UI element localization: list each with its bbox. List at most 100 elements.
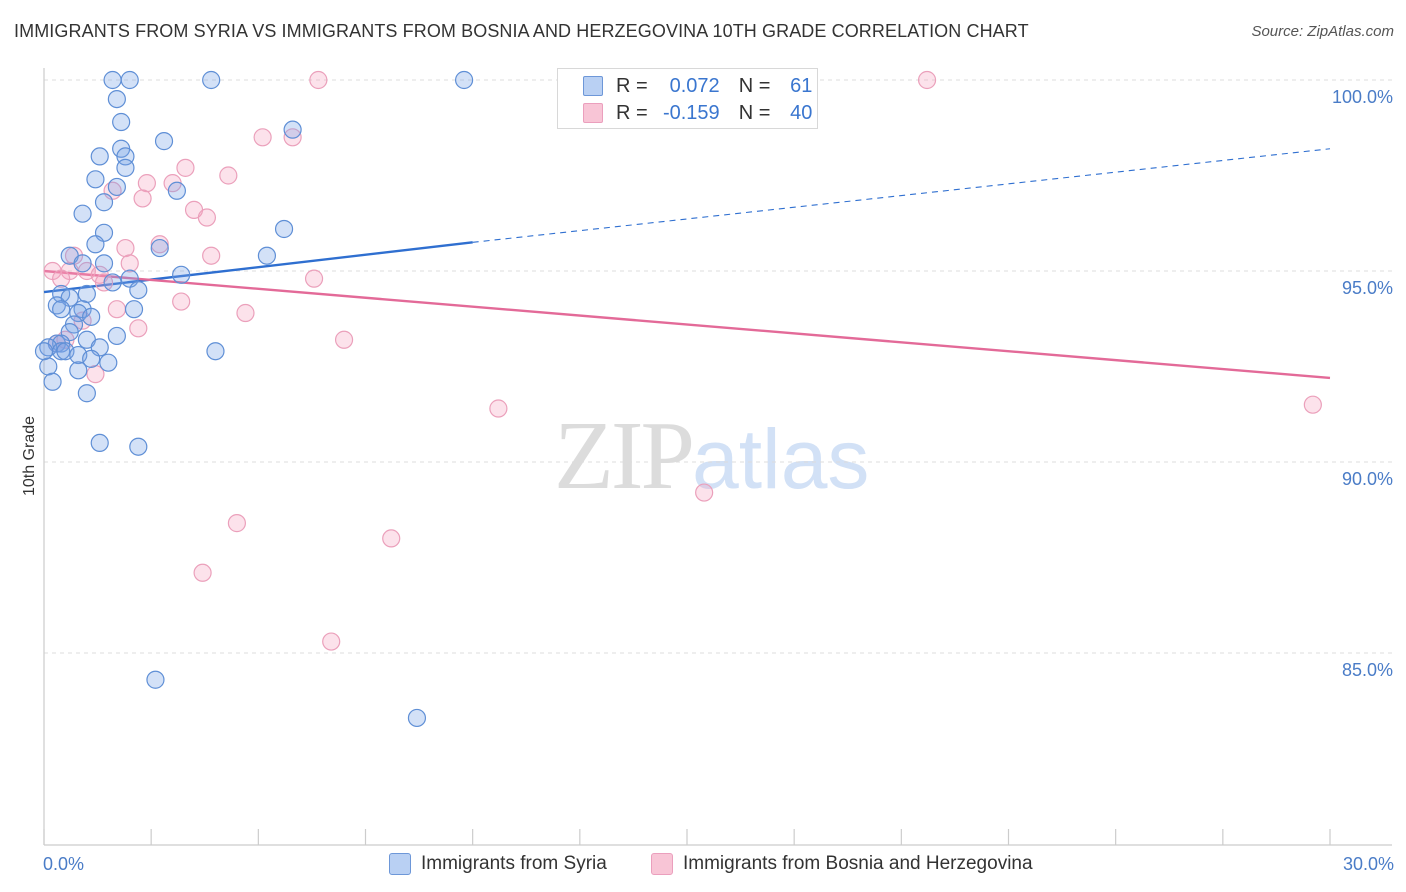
data-point-bosnia[interactable] <box>917 70 937 90</box>
data-point-syria[interactable] <box>129 437 148 456</box>
data-point-bosnia[interactable] <box>107 300 126 319</box>
y-tick-label: 95.0% <box>1342 278 1393 298</box>
data-point-syria[interactable] <box>120 70 139 90</box>
data-point-syria[interactable] <box>112 112 131 132</box>
legend-row-syria: R = 0.072 N = 61 <box>558 73 812 99</box>
data-point-bosnia[interactable] <box>137 174 156 193</box>
trend-lines <box>43 148 1331 380</box>
data-point-syria[interactable] <box>82 307 101 326</box>
legend-bosnia-n-value: 40 <box>790 101 813 124</box>
x-tick-label-max: 30.0% <box>1343 854 1394 874</box>
data-point-bosnia[interactable] <box>236 303 255 323</box>
data-point-syria[interactable] <box>90 147 109 166</box>
legend-syria-n-value: 61 <box>790 74 813 97</box>
data-point-bosnia[interactable] <box>193 563 212 582</box>
data-point-syria[interactable] <box>43 372 62 391</box>
data-point-syria[interactable] <box>116 158 135 177</box>
data-point-syria[interactable] <box>94 254 114 273</box>
data-point-syria[interactable] <box>103 70 122 90</box>
data-point-bosnia[interactable] <box>309 70 328 90</box>
correlation-legend: R = 0.072 N = 61 R = -0.159 N = 40 <box>557 68 818 129</box>
data-point-syria[interactable] <box>154 132 174 151</box>
data-point-bosnia[interactable] <box>1303 395 1322 414</box>
trend-line-syria <box>43 241 473 294</box>
x-axis-ticks <box>43 829 1331 845</box>
data-point-bosnia[interactable] <box>227 514 246 533</box>
data-point-syria[interactable] <box>167 181 186 200</box>
x-tick-label-min: 0.0% <box>43 854 84 874</box>
y-axis-tick-labels: 85.0% 90.0% 95.0% 100.0% <box>1332 87 1393 680</box>
trend-line-bosnia <box>43 269 1331 380</box>
data-point-syria[interactable] <box>206 342 225 361</box>
data-point-syria[interactable] <box>77 284 96 304</box>
series-legend-bosnia: Immigrants from Bosnia and Herzegovina <box>651 851 1033 877</box>
data-point-bosnia[interactable] <box>150 235 169 254</box>
data-point-bosnia[interactable] <box>120 254 139 273</box>
data-point-syria[interactable] <box>283 120 302 139</box>
series-legend-bosnia-label: Immigrants from Bosnia and Herzegovina <box>683 853 1033 874</box>
data-point-syria[interactable] <box>82 349 101 368</box>
data-point-bosnia[interactable] <box>202 246 221 265</box>
data-point-bosnia[interactable] <box>253 128 272 147</box>
data-point-syria[interactable] <box>146 670 165 689</box>
data-point-syria[interactable] <box>107 326 126 346</box>
data-point-bosnia[interactable] <box>283 128 302 147</box>
y-axis-title: 10th Grade <box>21 416 38 496</box>
data-point-bosnia[interactable] <box>197 208 216 227</box>
data-point-bosnia[interactable] <box>172 292 191 311</box>
data-point-syria[interactable] <box>202 70 221 90</box>
data-point-syria[interactable] <box>99 353 118 372</box>
legend-n-label: N = <box>738 101 771 124</box>
data-point-bosnia[interactable] <box>334 330 354 349</box>
data-point-syria[interactable] <box>52 300 71 319</box>
data-point-bosnia[interactable] <box>133 189 152 208</box>
data-point-syria[interactable] <box>94 193 114 212</box>
data-point-bosnia[interactable] <box>176 158 195 177</box>
legend-r-label: R = <box>616 74 648 97</box>
data-point-syria[interactable] <box>52 284 71 304</box>
watermark-atlas: atlas <box>692 412 870 506</box>
data-point-bosnia[interactable] <box>304 269 324 288</box>
axes <box>43 68 1392 846</box>
legend-swatch-bosnia <box>583 103 603 123</box>
data-point-syria[interactable] <box>73 254 92 273</box>
data-point-syria[interactable] <box>124 300 144 319</box>
data-point-bosnia[interactable] <box>322 632 341 651</box>
legend-bosnia-r-value: -0.159 <box>662 101 720 124</box>
data-point-bosnia[interactable] <box>382 529 401 548</box>
data-point-syria[interactable] <box>86 235 105 254</box>
data-point-syria[interactable] <box>129 281 148 300</box>
data-point-bosnia[interactable] <box>695 483 714 502</box>
data-point-syria[interactable] <box>90 433 109 452</box>
data-point-syria[interactable] <box>69 361 88 380</box>
data-point-syria[interactable] <box>73 204 92 223</box>
watermark-zip: ZIP <box>554 402 695 510</box>
data-point-syria[interactable] <box>107 89 126 109</box>
series-legend-syria: Immigrants from Syria <box>389 851 607 877</box>
data-point-syria[interactable] <box>172 265 191 284</box>
data-point-syria[interactable] <box>454 70 474 90</box>
data-point-bosnia[interactable] <box>219 166 238 185</box>
data-point-bosnia[interactable] <box>116 238 135 258</box>
data-point-syria[interactable] <box>39 357 58 376</box>
data-point-syria[interactable] <box>257 246 277 265</box>
data-point-syria[interactable] <box>103 273 122 292</box>
legend-swatch-syria <box>583 76 603 96</box>
data-point-bosnia[interactable] <box>489 399 508 418</box>
series-legend-bosnia-swatch <box>651 853 673 875</box>
y-tick-label: 85.0% <box>1342 660 1393 680</box>
data-point-bosnia[interactable] <box>129 319 148 338</box>
data-point-syria[interactable] <box>150 238 169 258</box>
data-point-syria[interactable] <box>107 177 126 197</box>
data-point-syria[interactable] <box>77 384 96 403</box>
data-point-syria[interactable] <box>407 708 427 728</box>
source-credit: Source: ZipAtlas.com <box>1251 23 1394 40</box>
legend-syria-r-value: 0.072 <box>669 74 720 97</box>
series-syria-points <box>34 70 474 728</box>
data-point-bosnia[interactable] <box>52 269 71 288</box>
trend-line-syria-extrapolated <box>472 148 1331 243</box>
data-point-syria[interactable] <box>34 342 54 361</box>
data-point-syria[interactable] <box>86 170 105 189</box>
data-point-syria[interactable] <box>274 219 294 239</box>
